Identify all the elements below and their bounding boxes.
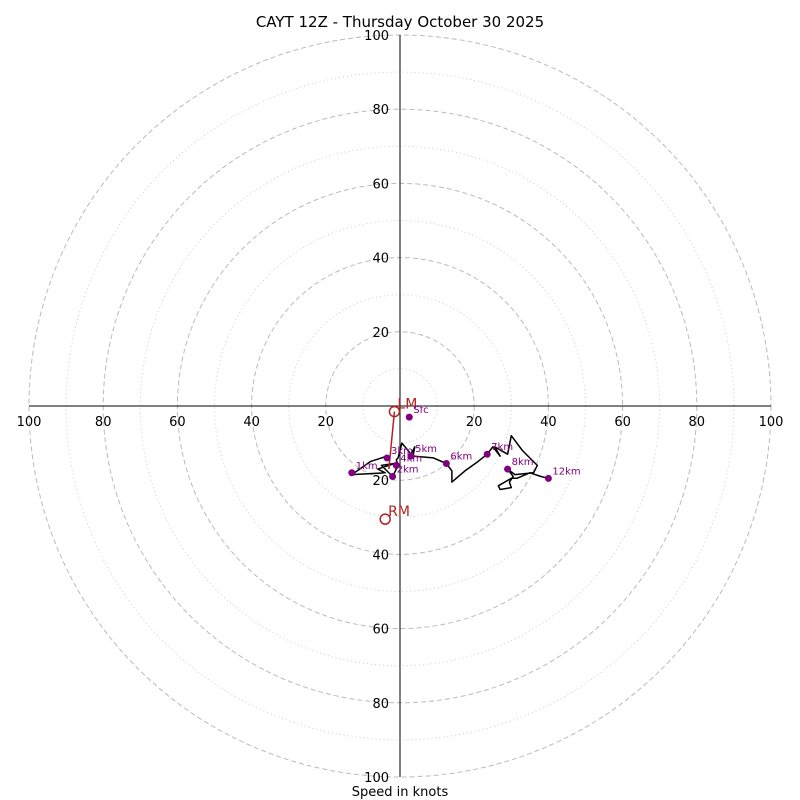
y-tick-bottom-60: 60 — [372, 623, 389, 638]
x-tick-right-100: 100 — [759, 415, 784, 430]
y-tick-bottom-80: 80 — [372, 697, 389, 712]
height-marker-7km — [483, 450, 491, 458]
y-tick-top-20: 20 — [372, 326, 389, 341]
height-marker-1km — [348, 469, 356, 477]
x-tick-left-40: 40 — [243, 415, 260, 430]
x-tick-left-100: 100 — [17, 415, 42, 430]
left-mover-shear-line — [388, 411, 396, 470]
height-marker-3km — [383, 454, 391, 462]
height-marker-4km — [392, 461, 400, 469]
height-marker-5km — [407, 452, 415, 460]
x-tick-left-60: 60 — [169, 415, 186, 430]
y-tick-top-100: 100 — [364, 29, 389, 44]
height-markers: Sfc1km2km3km4km5km6km7km8km12km — [348, 405, 581, 482]
chart-title: CAYT 12Z - Thursday October 30 2025 — [256, 13, 544, 31]
axes — [29, 35, 771, 777]
storm-motion-label-lm: LM — [397, 397, 417, 413]
height-marker-12km — [544, 474, 552, 482]
height-label-8km: 8km — [512, 457, 534, 468]
height-marker-6km — [442, 460, 450, 468]
y-tick-bottom-40: 40 — [372, 548, 389, 563]
x-tick-right-80: 80 — [689, 415, 706, 430]
height-label-5km: 5km — [415, 444, 437, 455]
y-tick-top-40: 40 — [372, 252, 389, 267]
storm-motion-label-rm: RM — [388, 504, 410, 520]
height-marker-8km — [504, 465, 512, 473]
y-tick-bottom-100: 100 — [364, 771, 389, 786]
height-label-3km: 3km — [391, 446, 413, 457]
x-tick-right-20: 20 — [466, 415, 483, 430]
height-marker-sfc — [405, 413, 413, 421]
x-axis-label: Speed in knots — [352, 785, 449, 800]
height-label-sfc: Sfc — [413, 405, 428, 416]
x-tick-right-60: 60 — [614, 415, 631, 430]
y-tick-top-80: 80 — [372, 103, 389, 118]
height-label-1km: 1km — [356, 461, 378, 472]
height-label-7km: 7km — [491, 442, 513, 453]
height-marker-2km — [389, 472, 397, 480]
x-tick-right-40: 40 — [540, 415, 557, 430]
height-label-6km: 6km — [450, 452, 472, 463]
x-tick-left-20: 20 — [318, 415, 335, 430]
tick-labels: 100 100 100 100 80 80 80 80 60 60 60 60 40 40 40 40 20 20… — [17, 29, 784, 786]
y-tick-bottom-20: 20 — [372, 474, 389, 489]
y-tick-top-60: 60 — [372, 177, 389, 192]
height-label-12km: 12km — [552, 466, 580, 477]
x-tick-left-80: 80 — [95, 415, 112, 430]
storm-motion-marker-rm — [379, 513, 391, 525]
storm-motion-marker-lm — [388, 405, 401, 418]
height-label-2km: 2km — [397, 464, 419, 475]
